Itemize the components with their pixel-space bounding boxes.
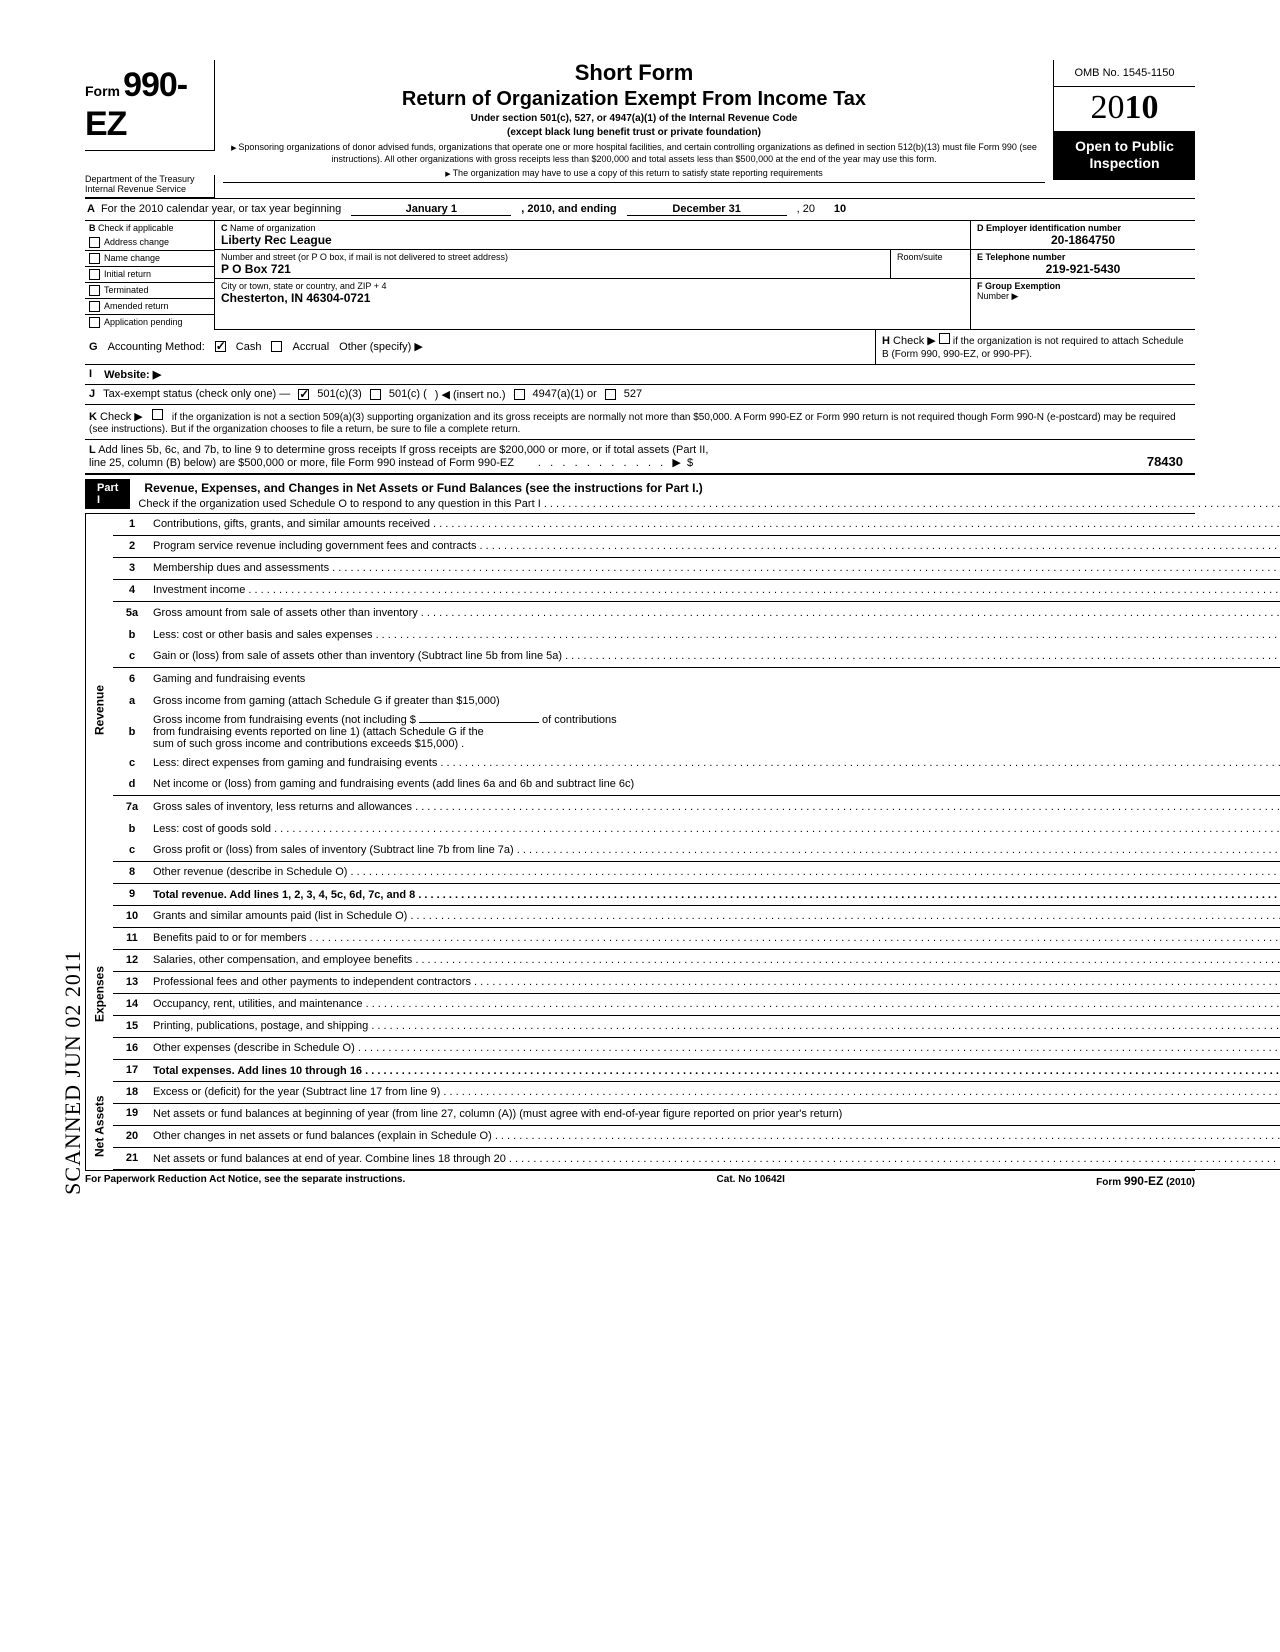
part1-label: Part I [85,479,130,509]
chk-amended[interactable] [89,301,100,312]
open-line2: Inspection [1058,155,1191,172]
phone: 219-921-5430 [977,262,1189,276]
chk-accrual[interactable] [271,341,282,352]
org-name: Liberty Rec League [221,233,964,247]
part1-header: Part I Revenue, Expenses, and Changes in… [85,474,1195,514]
city-label: City or town, state or country, and ZIP … [221,281,964,291]
k-text: Check ▶ [100,411,143,423]
title-return: Return of Organization Exempt From Incom… [223,88,1045,111]
h-text1: Check ▶ [893,335,936,347]
side-expenses: Expenses [85,906,113,1082]
l-para1: Add lines 5b, 6c, and 7b, to line 9 to d… [98,444,708,456]
chk-app-pending[interactable] [89,317,100,328]
a-mid: , 2010, and ending [521,203,616,215]
room-label: Room/suite [890,250,970,278]
i-text: Website: ▶ [104,368,161,381]
chk-4947[interactable] [514,389,525,400]
header-right-col: OMB No. 1545-1150 2010 Open to Public In… [1053,60,1195,180]
a-label: A [85,203,101,216]
j-text: Tax-exempt status (check only one) — [103,388,290,400]
header-note1: Sponsoring organizations of donor advise… [223,142,1045,165]
l-amount: 78430 [1055,450,1195,473]
chk-schedule-b[interactable] [939,333,950,344]
j-label: J [89,388,95,400]
chk-501c[interactable] [370,389,381,400]
chk-name-change[interactable] [89,253,100,264]
entity-block: B Check if applicable Address change Nam… [85,221,1195,330]
dept-box: Department of the Treasury Internal Reve… [85,175,215,198]
page-footer: For Paperwork Reduction Act Notice, see … [85,1170,1195,1188]
a-year-prefix: , 20 [797,203,815,215]
omb-number: OMB No. 1545-1150 [1054,60,1195,87]
ein: 20-1864750 [977,233,1189,247]
f-label2: Number ▶ [977,291,1189,302]
subtitle1: Under section 501(c), 527, or 4947(a)(1)… [223,113,1045,125]
a-year: 10 [825,203,855,215]
a-begin: January 1 [351,203,511,216]
h-label: H [882,335,890,347]
form-number-box: Form 990-EZ [85,60,215,151]
form-header: Form 990-EZ Department of the Treasury I… [85,60,1195,198]
title-box: Short Form Return of Organization Exempt… [223,60,1045,183]
form-number: 990-EZ [85,66,187,143]
footer-mid: Cat. No 10642I [717,1174,785,1188]
g-label: G [89,341,98,353]
tax-year: 2010 [1054,87,1195,131]
chk-initial-return[interactable] [89,269,100,280]
chk-cash[interactable] [215,341,226,352]
chk-terminated[interactable] [89,285,100,296]
chk-k[interactable] [152,409,163,420]
i-label: I [89,368,92,380]
b-text: Check if applicable [98,223,174,233]
f-label: F Group Exemption [977,281,1189,291]
subtitle2: (except black lung benefit trust or priv… [223,127,1045,139]
l-para2: line 25, column (B) below) are $500,000 … [89,457,514,469]
b-label: B [89,223,96,233]
a-text: For the 2010 calendar year, or tax year … [101,203,341,215]
header-note2: The organization may have to use a copy … [223,168,1045,180]
open-to-public: Open to Public Inspection [1054,131,1195,180]
form-prefix: Form [85,83,120,99]
e-label: E Telephone number [977,252,1189,262]
dept-line2: Internal Revenue Service [85,185,214,195]
a-end: December 31 [627,203,787,216]
addr-label: Number and street (or P O box, if mail i… [221,252,884,262]
side-netassets: Net Assets [85,1082,113,1170]
k-label: K [89,411,97,423]
title-short-form: Short Form [223,60,1045,86]
chk-501c3[interactable] [298,389,309,400]
l-label: L [89,444,96,456]
k-para: if the organization is not a section 509… [89,412,1176,435]
year-prefix: 20 [1091,89,1125,126]
part1-check-text: Check if the organization used Schedule … [138,498,1280,510]
c-text: Name of organization [230,223,316,233]
chk-address-change[interactable] [89,237,100,248]
footer-left: For Paperwork Reduction Act Notice, see … [85,1174,405,1188]
d-label: D Employer identification number [977,223,1189,233]
part1-title: Revenue, Expenses, and Changes in Net As… [138,478,1280,498]
addr: P O Box 721 [221,262,884,276]
scanned-stamp: SCANNED JUN 02 2011 [60,950,86,1195]
chk-527[interactable] [605,389,616,400]
city: Chesterton, IN 46304-0721 [221,291,964,305]
g-text: Accounting Method: [108,341,205,353]
c-label: C [221,223,228,233]
side-revenue: Revenue [85,514,113,906]
year-bold: 10 [1125,89,1159,126]
open-line1: Open to Public [1058,138,1191,155]
